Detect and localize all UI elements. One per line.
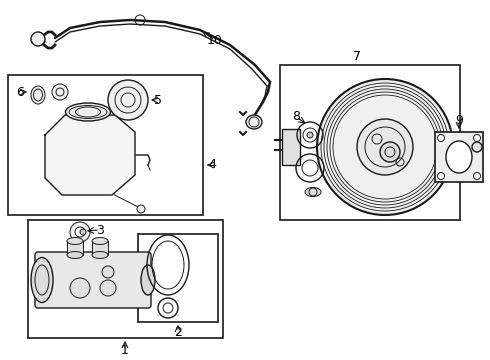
Bar [282,129,300,165]
Text: 1: 1 [121,343,129,356]
Circle shape [31,32,45,46]
Bar [138,234,218,322]
Bar [28,220,223,338]
Circle shape [100,280,116,296]
Text: 4: 4 [208,158,216,171]
Circle shape [108,80,148,120]
Ellipse shape [141,265,155,295]
Text: 3: 3 [96,224,104,237]
Circle shape [307,132,313,138]
Bar [92,241,108,255]
Circle shape [357,119,413,175]
Ellipse shape [67,238,83,244]
Circle shape [70,222,90,242]
Text: 6: 6 [16,85,24,99]
Circle shape [102,266,114,278]
Circle shape [80,229,86,235]
Text: 7: 7 [353,50,361,63]
Ellipse shape [31,257,53,302]
Circle shape [473,135,481,141]
Text: 5: 5 [154,94,162,107]
Ellipse shape [31,86,45,104]
Ellipse shape [92,238,108,244]
Ellipse shape [305,188,321,197]
Text: 9: 9 [455,113,463,126]
Text: 8: 8 [292,111,300,123]
Circle shape [473,172,481,180]
Circle shape [438,135,444,141]
Ellipse shape [66,103,111,121]
Text: 2: 2 [174,325,182,338]
FancyBboxPatch shape [35,252,151,308]
Circle shape [75,227,85,237]
Ellipse shape [446,141,472,173]
Text: 10: 10 [207,33,223,46]
Circle shape [317,79,453,215]
Circle shape [70,278,90,298]
Bar [435,132,483,182]
Bar [280,65,460,220]
Circle shape [472,142,482,152]
Ellipse shape [92,252,108,258]
Ellipse shape [67,252,83,258]
Ellipse shape [246,115,262,129]
Bar [8,75,203,215]
Circle shape [438,172,444,180]
Circle shape [137,205,145,213]
Circle shape [52,84,68,100]
Circle shape [380,142,400,162]
Polygon shape [45,115,135,195]
Bar [67,241,83,255]
